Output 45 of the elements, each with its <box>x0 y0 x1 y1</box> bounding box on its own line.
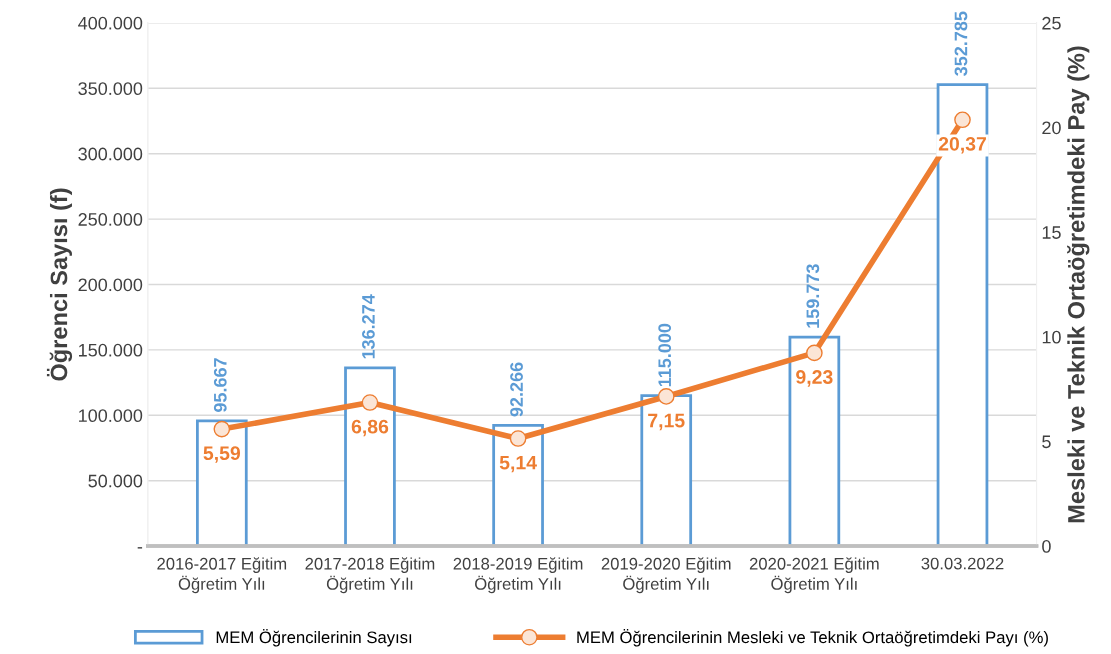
y2-tick-label: 5 <box>1042 435 1051 449</box>
data-label: 20,37 <box>938 136 986 154</box>
bar <box>788 335 841 547</box>
y-axis-title: Öğrenci Sayısı (f) <box>46 188 73 381</box>
y-tick-label: 350.000 <box>78 82 143 96</box>
x-tick-label: 2018-2019 Eğitim Öğretim Yılı <box>453 557 583 594</box>
bar <box>936 83 989 547</box>
data-label: 5,14 <box>499 455 537 473</box>
data-label: 9,23 <box>796 370 833 387</box>
data-label: 115.000 <box>658 323 672 387</box>
y2-tick-label: 10 <box>1042 330 1061 344</box>
y2-tick-label: 25 <box>1042 16 1061 30</box>
x-tick-label: 2017-2018 Eğitim Öğretim Yılı <box>305 557 435 594</box>
y-tick-label: 300.000 <box>78 147 143 161</box>
y-tick-label: 100.000 <box>79 409 143 423</box>
x-tick-label: 30.03.2022 <box>921 557 1004 570</box>
y-tick-label: 150.000 <box>79 343 143 357</box>
legend-label: MEM Öğrencilerinin Sayısı <box>216 629 412 647</box>
y-tick-label: - <box>137 547 143 549</box>
data-label: 92.266 <box>510 362 523 417</box>
legend-label: MEM Öğrencilerinin Mesleki ve Teknik Ortaöğretimdeki Payı (%) <box>577 629 1048 647</box>
point <box>509 430 527 447</box>
x-tick-label: 2020-2021 Eğitim Öğretim Yılı <box>749 557 879 594</box>
point <box>657 388 675 405</box>
y-tick-label: 250.000 <box>78 213 143 226</box>
point <box>954 111 971 129</box>
y2-tick-label: 20 <box>1042 121 1061 135</box>
data-label: 159.773 <box>806 264 820 328</box>
y-tick-label: 200.000 <box>78 278 143 292</box>
y-tick-label: 50.000 <box>88 474 143 488</box>
data-label: 5,59 <box>203 446 241 463</box>
data-label: 136.274 <box>362 294 375 359</box>
x-tick-label: 2019-2020 Eğitim Öğretim Yılı <box>601 557 731 594</box>
point <box>806 344 823 362</box>
y2-axis-title: Mesleki ve Teknik Ortaöğretimdeki Pay (%) <box>1067 46 1090 523</box>
data-label: 95.667 <box>213 358 227 412</box>
x-tick-label: 2016-2017 Eğitim Öğretim Yılı <box>157 557 287 594</box>
y2-tick-label: 15 <box>1042 226 1061 239</box>
data-label: 7,15 <box>648 413 685 431</box>
data-label: 352.785 <box>954 11 968 76</box>
y2-tick-label: 0 <box>1042 540 1051 553</box>
y-tick-label: 400.000 <box>78 16 143 30</box>
point <box>361 394 379 411</box>
data-label: 6,86 <box>351 419 389 437</box>
point <box>213 420 231 438</box>
